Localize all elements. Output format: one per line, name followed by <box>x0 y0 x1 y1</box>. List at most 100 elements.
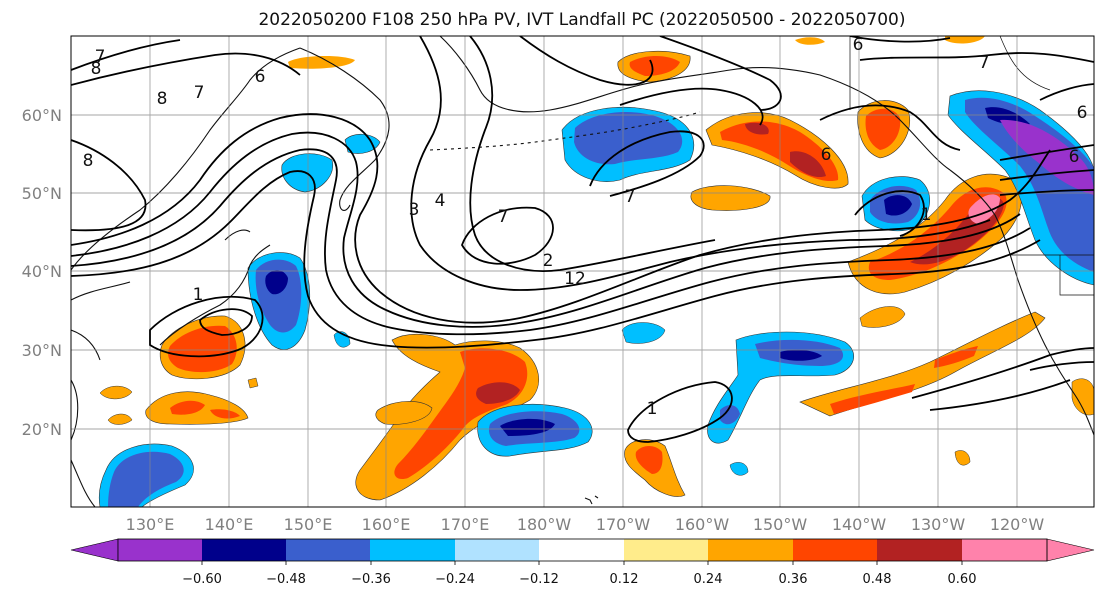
contour-label: 7 <box>979 53 990 73</box>
lon-label: 170°E <box>441 515 490 534</box>
shade-central-red <box>394 348 528 480</box>
colorbar-tick-label: 0.36 <box>779 572 808 587</box>
shade-south-mid-red <box>635 446 663 474</box>
map-area: 8 7 6 8 8 7 6 6 7 3 4 7 2 12 7 6 1 6 1 1 <box>71 35 1094 507</box>
pv-contour <box>71 113 1051 324</box>
contour-label: 6 <box>1077 103 1088 123</box>
lat-label: 20°N <box>22 420 62 439</box>
contour-label: 7 <box>498 207 509 227</box>
colorbar-segment <box>624 539 709 561</box>
lon-label: 170°W <box>596 515 651 534</box>
colorbar-ticks <box>201 561 963 565</box>
colorbar-segment <box>370 539 455 561</box>
pv-contour <box>859 52 1094 63</box>
pv-contour <box>469 36 716 272</box>
pv-contour <box>999 189 1094 196</box>
colorbar-frame <box>117 538 1048 562</box>
shade-mid-orange <box>690 185 771 211</box>
contour-label: 7 <box>625 187 636 207</box>
shade-nw-canada-blue <box>965 97 1094 272</box>
contour-label: 6 <box>1069 147 1080 167</box>
pv-contour <box>71 39 181 71</box>
lon-label: 160°W <box>675 515 730 534</box>
shade-west-south-red <box>170 400 240 419</box>
contour-label: 7 <box>194 83 205 103</box>
pv-contour <box>589 130 705 197</box>
lat-label: 60°N <box>22 106 62 125</box>
contour-label: 12 <box>564 269 586 289</box>
asia-coast <box>71 47 301 507</box>
colorbar-tick-label: −0.12 <box>519 572 559 587</box>
shade-west-tiny <box>99 377 259 425</box>
pv-contour <box>999 144 1094 161</box>
lat-label: 50°N <box>22 184 62 203</box>
map-frame <box>70 35 1095 508</box>
colorbar-tick-label: −0.60 <box>182 572 222 587</box>
pv-contour <box>149 296 264 358</box>
pv-contour <box>410 36 991 291</box>
shade-bc-low-navy <box>884 195 912 216</box>
pv-contour <box>1029 361 1094 371</box>
pv-contour <box>911 347 1094 399</box>
pv-contours <box>71 36 1094 443</box>
pv-contour <box>461 206 554 265</box>
lon-label: 160°E <box>362 515 411 534</box>
lon-label: 180°W <box>517 515 572 534</box>
colorbar-segment <box>1046 538 1095 562</box>
shade-kamchatka <box>281 133 381 193</box>
pv-contour <box>627 381 733 443</box>
contour-label: 4 <box>435 191 446 211</box>
colorbar-segment <box>877 539 963 561</box>
contour-label: 8 <box>83 151 94 171</box>
colorbar-segment <box>708 539 794 561</box>
pv-contour <box>854 190 925 237</box>
pv-contour <box>71 170 1041 349</box>
colorbar-segment <box>118 539 203 561</box>
colorbar-segment <box>70 538 119 562</box>
nacoast <box>949 169 1094 436</box>
latitude-labels: 60°N 50°N 40°N 30°N 20°N <box>22 106 62 439</box>
pv-contour <box>71 139 147 232</box>
lon-label: 150°E <box>284 515 333 534</box>
contour-label: 6 <box>853 35 864 55</box>
shade-nw-canada-purple <box>1000 119 1094 195</box>
lon-label: 130°W <box>911 515 966 534</box>
shade-central-darkred <box>476 382 520 404</box>
shade-japan-red <box>168 325 237 373</box>
shade-mid-blue-navy <box>500 418 555 436</box>
shade-nw-south-blue <box>108 451 184 507</box>
hawaii <box>584 495 599 505</box>
japan-coast <box>159 229 271 346</box>
colorbar-tick-label: 0.60 <box>948 572 977 587</box>
pv-contour <box>659 36 782 111</box>
shade-aleutian-blue <box>574 112 683 165</box>
boundary-lines <box>849 36 1094 296</box>
colorbar-tick-label: 0.12 <box>610 572 639 587</box>
alaska-coast <box>439 36 951 171</box>
contour-label: 1 <box>921 205 932 225</box>
lat-label: 40°N <box>22 262 62 281</box>
contour-label: 1 <box>647 399 658 419</box>
lon-label: 140°E <box>205 515 254 534</box>
contour-label: 3 <box>409 200 420 220</box>
contour-label: 6 <box>255 67 266 87</box>
longitude-labels: 130°E 140°E 150°E 160°E 170°E 180°W 170°… <box>126 515 1045 534</box>
pv-contour <box>849 36 951 43</box>
lon-label: 120°W <box>990 515 1045 534</box>
pv-contour <box>71 52 301 86</box>
contour-label: 1 <box>193 285 204 305</box>
shade-south-east-blue <box>720 339 844 425</box>
colorbar-tick-label: 0.24 <box>694 572 723 587</box>
pv-contour <box>1039 83 1094 101</box>
pv-contour <box>199 308 253 336</box>
contour-label: 6 <box>821 145 832 165</box>
contour-label: 2 <box>543 251 554 271</box>
shade-central-2 <box>375 401 433 425</box>
shade-alaska-darkred <box>745 122 826 178</box>
contour-label: 8 <box>91 59 102 79</box>
pv-contour <box>929 379 1071 411</box>
lon-label: 150°W <box>753 515 808 534</box>
shade-nw-canada-navy <box>985 107 1030 126</box>
pv-contour <box>71 131 1021 328</box>
